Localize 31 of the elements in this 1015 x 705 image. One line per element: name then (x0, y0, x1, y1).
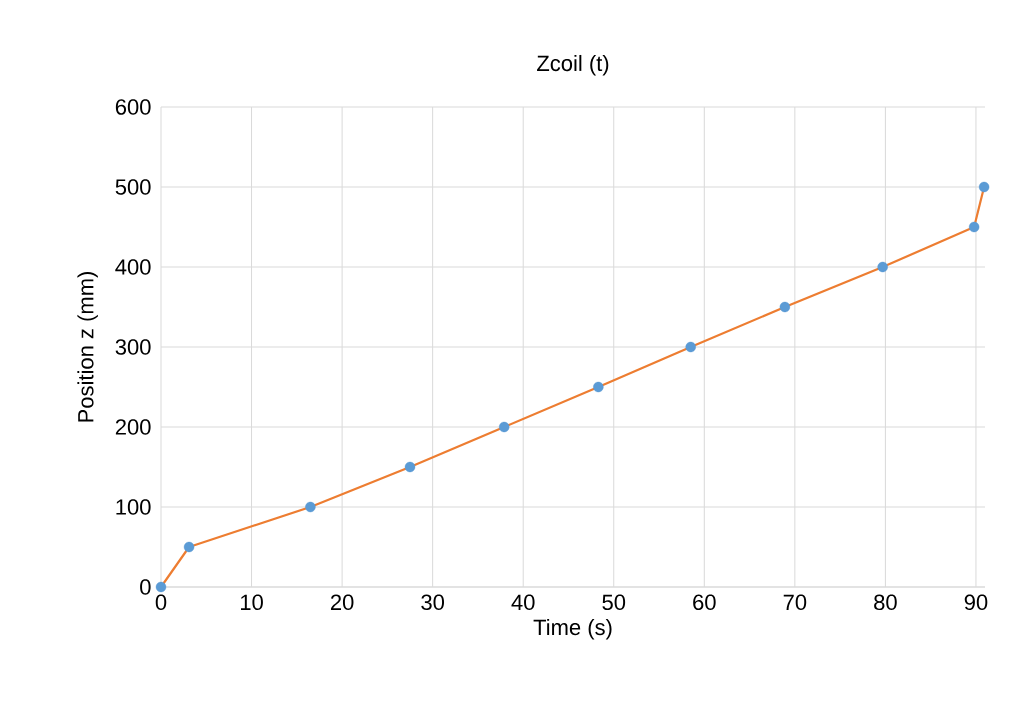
point (593, 381, 604, 393)
point (978, 181, 990, 193)
point (968, 221, 980, 233)
chart-title: Zcoil (t) (537, 54, 609, 76)
y-tick-label: 500 (115, 179, 151, 195)
y-tick-label: 100 (116, 499, 151, 515)
x-tick-label: 90 (964, 594, 988, 611)
point (183, 541, 195, 553)
x-tick-label: 60 (693, 594, 716, 611)
x-axis-title: Time (s) (533, 618, 612, 640)
y-tick-label: 400 (115, 259, 151, 275)
x-tick-label: 10 (240, 594, 263, 611)
x-tick-label: 30 (421, 594, 445, 611)
x-tick-label: 0 (155, 594, 167, 611)
x-tick-label: 80 (874, 594, 897, 611)
point (685, 341, 696, 353)
point (877, 261, 888, 273)
y-tick-label: 300 (115, 339, 151, 355)
point (498, 421, 510, 433)
point (404, 461, 416, 473)
point (779, 301, 791, 313)
y-tick-label: 200 (115, 419, 151, 435)
y-tick-label: 600 (115, 99, 151, 115)
x-tick-label: 20 (330, 594, 354, 611)
x-tick-label: 70 (783, 594, 807, 611)
x-tick-label: 40 (511, 594, 535, 611)
y-tick-label: 0 (140, 579, 151, 595)
point (305, 501, 316, 513)
point (155, 581, 167, 593)
x-tick-label: 50 (602, 594, 626, 611)
y-axis-title: Position z (mm) (77, 272, 98, 422)
